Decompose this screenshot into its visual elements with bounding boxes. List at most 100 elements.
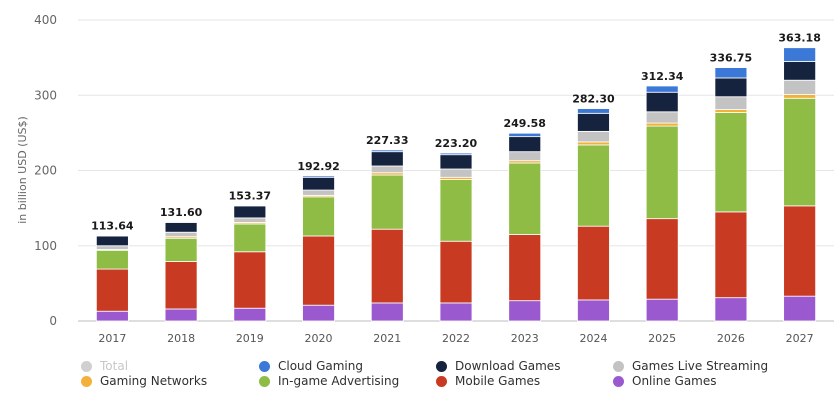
bar-segment [439, 302, 473, 322]
data-label: 249.58 [504, 117, 546, 130]
bar-segment [714, 112, 748, 213]
x-tick-label: 2026 [717, 332, 745, 345]
bar-segment [302, 176, 335, 191]
bar-segment [645, 85, 679, 93]
legend-swatch [613, 360, 624, 372]
bar-segment [645, 91, 679, 113]
legend-item-in-game-advertising[interactable]: In-game Advertising [259, 374, 399, 388]
bar-segment [508, 300, 542, 322]
legend-item-total[interactable]: Total [81, 359, 128, 373]
bar-segment [302, 235, 335, 306]
bar-segment [302, 196, 335, 237]
bar-segment [783, 97, 817, 207]
data-label: 282.30 [572, 93, 615, 106]
bar-segment [508, 234, 542, 302]
bar-segment [439, 154, 473, 170]
bar-segment [577, 112, 610, 132]
x-tick-label: 2017 [98, 332, 126, 345]
legend-swatch [436, 360, 447, 372]
data-label: 312.34 [641, 70, 684, 83]
bar-segment [714, 77, 748, 98]
bar-segment [370, 151, 404, 167]
legend-label: Cloud Gaming [278, 359, 363, 373]
y-axis-label: in billion USD (US$) [16, 116, 29, 224]
bar-segment [95, 310, 129, 322]
bar-segment [783, 47, 817, 62]
bar-segment [164, 237, 198, 262]
bar-segment [370, 302, 404, 322]
bar-segment [439, 152, 473, 156]
bar-segment [645, 111, 679, 124]
bar-segment [783, 295, 817, 322]
data-label: 336.75 [710, 52, 752, 65]
bar-segment [783, 205, 817, 297]
bar-segment [577, 130, 610, 143]
bar-segment [645, 122, 679, 127]
bar-segment [233, 217, 267, 223]
y-tick-label: 0 [49, 314, 57, 328]
data-label: 192.92 [297, 160, 339, 173]
bar-segment [577, 141, 610, 146]
bar-segment [508, 151, 542, 162]
bar-segment [164, 308, 198, 322]
y-tick-label: 100 [34, 239, 57, 253]
bar-segment [508, 132, 542, 138]
legend-item-online-games[interactable]: Online Games [613, 374, 717, 388]
bar-segment [714, 297, 748, 322]
x-tick-label: 2027 [786, 332, 814, 345]
bar-segment [577, 299, 610, 322]
legend-label: Total [100, 359, 129, 373]
bar-segment [783, 94, 817, 99]
x-tick-label: 2019 [236, 332, 264, 345]
bar-segment [439, 240, 473, 304]
data-label: 131.60 [160, 206, 203, 219]
bar-segment [370, 149, 404, 153]
bar-segment [783, 79, 817, 95]
bar-segment [164, 231, 198, 238]
chart-legend: Total Cloud Gaming Download Games Games … [0, 354, 836, 402]
y-tick-label: 400 [34, 13, 57, 27]
data-label: 363.18 [778, 32, 820, 45]
x-tick-label: 2020 [305, 332, 333, 345]
data-label: 113.64 [91, 219, 134, 232]
bar-segment [577, 225, 610, 301]
bar-segment [714, 109, 748, 113]
bar-segment [95, 245, 129, 250]
legend-item-mobile-games[interactable]: Mobile Games [436, 374, 540, 388]
legend-label: Download Games [455, 359, 561, 373]
bar-segment [577, 108, 610, 114]
bar-segment [302, 189, 335, 196]
bar-segment [645, 298, 679, 322]
bar-segment [302, 175, 335, 178]
data-label: 153.37 [229, 190, 271, 203]
data-label: 223.20 [435, 137, 478, 150]
bar-segment [714, 96, 748, 110]
bar-segment [645, 218, 679, 300]
legend-item-gaming-networks[interactable]: Gaming Networks [81, 374, 207, 388]
legend-swatch [613, 375, 624, 387]
bar-segment [783, 60, 817, 81]
bar-segment [164, 261, 198, 310]
legend-swatch [436, 375, 447, 387]
bar-segment [439, 168, 473, 178]
legend-swatch [81, 375, 92, 387]
legend-item-games-live-streaming[interactable]: Games Live Streaming [613, 359, 768, 373]
data-label: 227.33 [366, 134, 408, 147]
bar-segment [370, 165, 404, 174]
x-tick-label: 2018 [167, 332, 195, 345]
legend-swatch [81, 360, 92, 372]
stacked-bar-chart: 0 100 200 300 400 in billion USD (US$) 113.64 2… [16, 13, 834, 345]
bar-segment [233, 307, 267, 322]
x-tick-label: 2021 [373, 332, 401, 345]
legend-swatch [259, 375, 270, 387]
legend-label: Gaming Networks [100, 374, 208, 388]
legend-item-download-games[interactable]: Download Games [436, 359, 560, 373]
legend-item-cloud-gaming[interactable]: Cloud Gaming [259, 359, 363, 373]
bar-segment [508, 136, 542, 153]
y-tick-label: 200 [34, 164, 57, 178]
y-tick-label: 300 [34, 88, 57, 102]
x-tick-label: 2023 [511, 332, 539, 345]
legend-swatch [259, 360, 270, 372]
bar-segment [233, 251, 267, 309]
bar-segment [233, 223, 267, 253]
